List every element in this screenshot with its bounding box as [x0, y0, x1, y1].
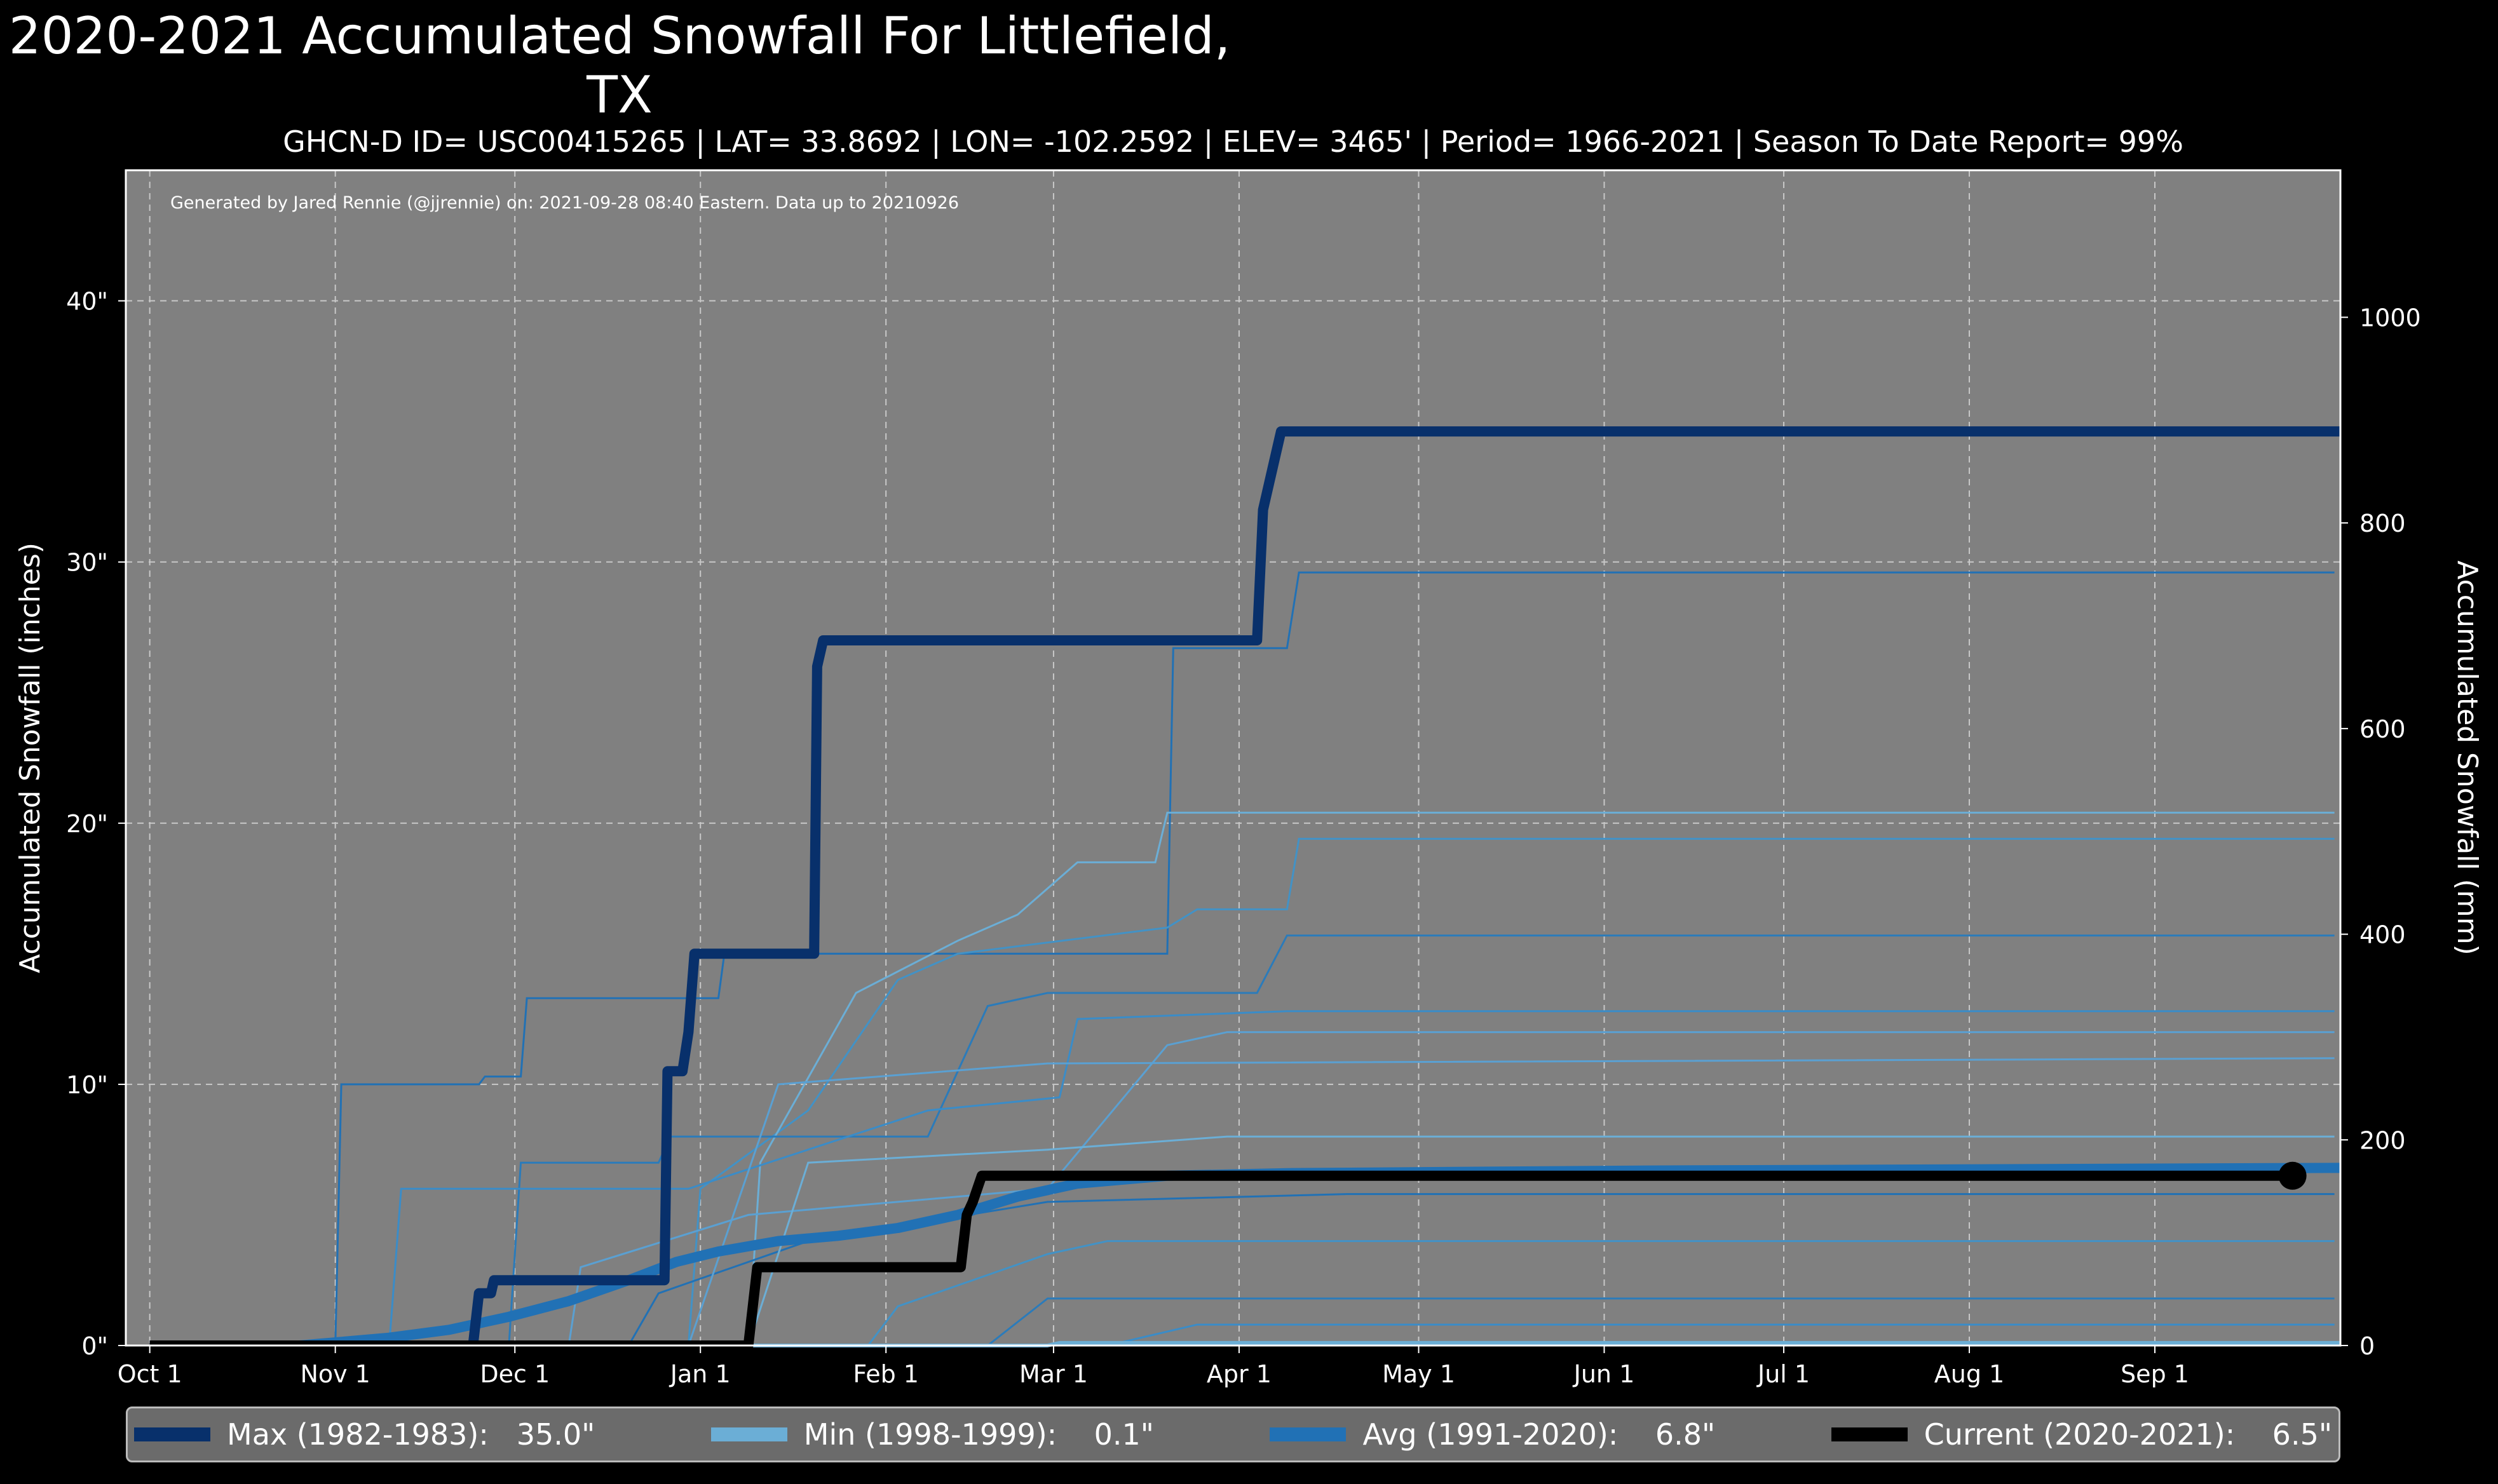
legend-swatch [1270, 1427, 1347, 1441]
chart-title: 2020-2021 Accumulated Snowfall For Littl… [8, 6, 1231, 125]
other-year-line [149, 811, 2335, 1347]
series-line-current [149, 1170, 2293, 1351]
other-year-line [149, 571, 2335, 1347]
x-tick-label: Jan 1 [669, 1360, 731, 1388]
other-year-line [149, 1031, 2335, 1347]
y-right-tick-label: 800 [2359, 509, 2406, 537]
legend-item: Current (2020-2021): 6.5" [1831, 1417, 2332, 1452]
x-tick-label: Feb 1 [853, 1360, 919, 1388]
other-year-line [149, 837, 2335, 1347]
y-right-tick-label: 0 [2359, 1332, 2375, 1360]
plot-area [126, 170, 2340, 1346]
y-axis-label: Accumulated Snowfall (inches) [14, 543, 46, 973]
y-right-tick-label: 200 [2359, 1126, 2406, 1154]
y-tick-label: 20" [66, 810, 108, 838]
series-line-max [149, 426, 2340, 1351]
x-tick-label: Apr 1 [1207, 1360, 1272, 1388]
chart-subtitle: GHCN-D ID= USC00415265 | LAT= 33.8692 | … [283, 125, 2183, 159]
legend: Max (1982-1983): 35.0" Min (1998-1999): 0… [126, 1406, 2340, 1462]
legend-label: Current (2020-2021): 6.5" [1924, 1417, 2332, 1452]
x-tick-label: Sep 1 [2121, 1360, 2189, 1388]
legend-swatch [1831, 1427, 1908, 1441]
legend-label: Min (1998-1999): 0.1" [803, 1417, 1154, 1452]
y-right-tick-label: 400 [2359, 921, 2406, 949]
x-tick-label: Oct 1 [118, 1360, 182, 1388]
y-tick-label: 0" [81, 1332, 108, 1360]
y-tick-label: 30" [66, 549, 108, 577]
x-tick-label: Nov 1 [300, 1360, 370, 1388]
x-tick-label: Jun 1 [1573, 1360, 1635, 1388]
legend-item: Avg (1991-2020): 6.8" [1270, 1417, 1715, 1452]
plot-frame [125, 169, 2342, 1347]
series-lines [149, 426, 2341, 1351]
y-tick-label: 40" [66, 288, 108, 316]
legend-label: Avg (1991-2020): 6.8" [1362, 1417, 1716, 1452]
x-tick-label: May 1 [1382, 1360, 1455, 1388]
legend-label: Max (1982-1983): 35.0" [227, 1417, 595, 1452]
x-tick-label: Dec 1 [480, 1360, 550, 1388]
y-axis-right-label: Accumulated Snowfall (mm) [2451, 560, 2483, 955]
legend-item: Max (1982-1983): 35.0" [134, 1417, 595, 1452]
x-tick-label: Aug 1 [1934, 1360, 2004, 1388]
y-right-tick-label: 600 [2359, 715, 2406, 743]
y-right-tick-label: 1000 [2359, 304, 2421, 332]
x-tick-label: Jul 1 [1756, 1360, 1810, 1388]
legend-item: Min (1998-1999): 0.1" [710, 1417, 1154, 1452]
other-year-line [149, 1010, 2335, 1347]
legend-swatch [134, 1427, 210, 1441]
current-end-marker [2278, 1161, 2307, 1190]
legend-swatch [710, 1427, 787, 1441]
y-tick-label: 10" [66, 1071, 108, 1099]
x-tick-label: Mar 1 [1019, 1360, 1088, 1388]
axes: Oct 1 Nov 1 Dec 1 Jan 1 Feb 1 Mar 1 Apr 1 May 1… [66, 169, 2421, 1388]
generated-annotation: Generated by Jared Rennie (@jjrennie) on… [170, 193, 959, 213]
